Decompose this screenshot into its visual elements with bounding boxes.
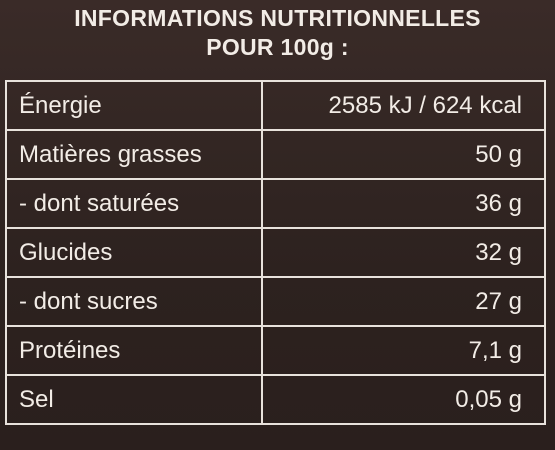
nutrient-name: - dont saturées: [5, 178, 263, 229]
nutrition-table: Énergie 2585 kJ / 624 kcal Matières grasse…: [5, 80, 546, 425]
table-row: Sel 0,05 g: [5, 374, 546, 425]
table-row: - dont saturées 36 g: [5, 178, 546, 229]
table-body: Énergie 2585 kJ / 624 kcal Matières grasse…: [5, 80, 546, 425]
nutrient-name: Sel: [5, 374, 263, 425]
nutrient-value: 0,05 g: [261, 374, 546, 425]
nutrient-name: Matières grasses: [5, 129, 263, 180]
header: INFORMATIONS NUTRITIONNELLES POUR 100g :: [0, 4, 555, 62]
nutrient-value: 27 g: [261, 276, 546, 327]
header-title-line: INFORMATIONS NUTRITIONNELLES: [74, 5, 481, 31]
nutrient-name: Protéines: [5, 325, 263, 376]
nutrient-value: 2585 kJ / 624 kcal: [261, 80, 546, 131]
nutrient-value: 32 g: [261, 227, 546, 278]
nutrient-value: 7,1 g: [261, 325, 546, 376]
nutrient-name: Énergie: [5, 80, 263, 131]
header-title-line: POUR 100g :: [206, 34, 349, 60]
nutrient-name: Glucides: [5, 227, 263, 278]
table-row: Protéines 7,1 g: [5, 325, 546, 376]
nutrient-value: 50 g: [261, 129, 546, 180]
table-row: Matières grasses 50 g: [5, 129, 546, 180]
table-row: - dont sucres 27 g: [5, 276, 546, 327]
nutrient-value: 36 g: [261, 178, 546, 229]
nutrient-name: - dont sucres: [5, 276, 263, 327]
table-row: Énergie 2585 kJ / 624 kcal: [5, 80, 546, 131]
table-row: Glucides 32 g: [5, 227, 546, 278]
